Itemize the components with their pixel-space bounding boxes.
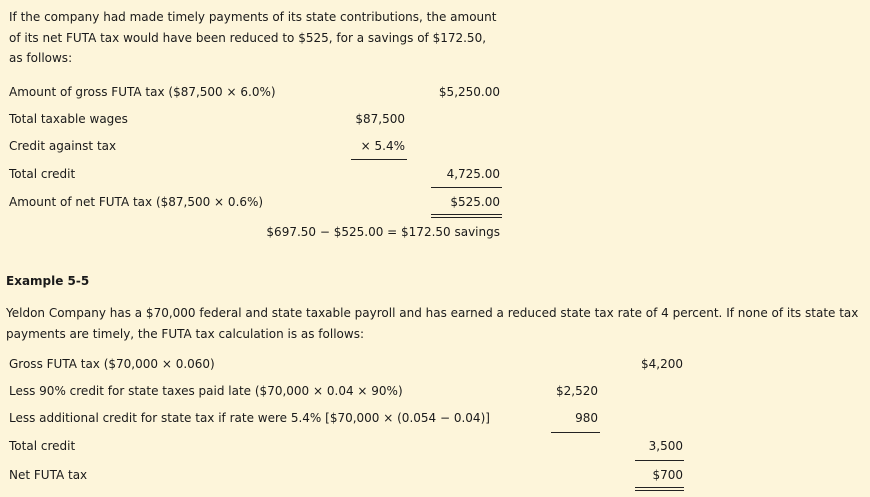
row-amount: $2,520 bbox=[556, 384, 598, 398]
example-line: payments are timely, the FUTA tax calcul… bbox=[6, 327, 364, 341]
underline bbox=[551, 432, 600, 433]
underline bbox=[635, 460, 684, 461]
example-heading: Example 5-5 bbox=[6, 274, 90, 288]
intro-line: as follows: bbox=[9, 51, 73, 65]
row-label: Credit against tax bbox=[9, 139, 117, 153]
row-label: Less 90% credit for state taxes paid lat… bbox=[9, 384, 403, 398]
double-underline bbox=[635, 487, 684, 491]
savings-line: $697.50 − $525.00 = $172.50 savings bbox=[266, 225, 500, 239]
row-total: $700 bbox=[652, 468, 683, 482]
row-total: 4,725.00 bbox=[446, 167, 500, 181]
double-underline bbox=[431, 214, 502, 218]
row-total: 3,500 bbox=[648, 439, 683, 453]
row-label: Amount of net FUTA tax ($87,500 × 0.6%) bbox=[9, 195, 264, 209]
row-label: Net FUTA tax bbox=[9, 468, 88, 482]
underline bbox=[431, 187, 502, 188]
underline bbox=[351, 159, 407, 160]
row-label: Total credit bbox=[9, 167, 76, 181]
row-amount: 980 bbox=[575, 411, 598, 425]
intro-line: of its net FUTA tax would have been redu… bbox=[9, 31, 487, 45]
row-total: $525.00 bbox=[450, 195, 500, 209]
row-label: Total taxable wages bbox=[9, 112, 128, 126]
row-total: $5,250.00 bbox=[438, 85, 500, 99]
row-label: Amount of gross FUTA tax ($87,500 × 6.0%… bbox=[9, 85, 276, 99]
intro-line: If the company had made timely payments … bbox=[9, 10, 497, 24]
row-label: Gross FUTA tax ($70,000 × 0.060) bbox=[9, 357, 215, 371]
row-label: Total credit bbox=[9, 439, 76, 453]
row-amount: × 5.4% bbox=[360, 139, 405, 153]
example-line: Yeldon Company has a $70,000 federal and… bbox=[6, 306, 859, 320]
row-total: $4,200 bbox=[641, 357, 683, 371]
row-amount: $87,500 bbox=[355, 112, 405, 126]
row-label: Less additional credit for state tax if … bbox=[9, 411, 490, 425]
